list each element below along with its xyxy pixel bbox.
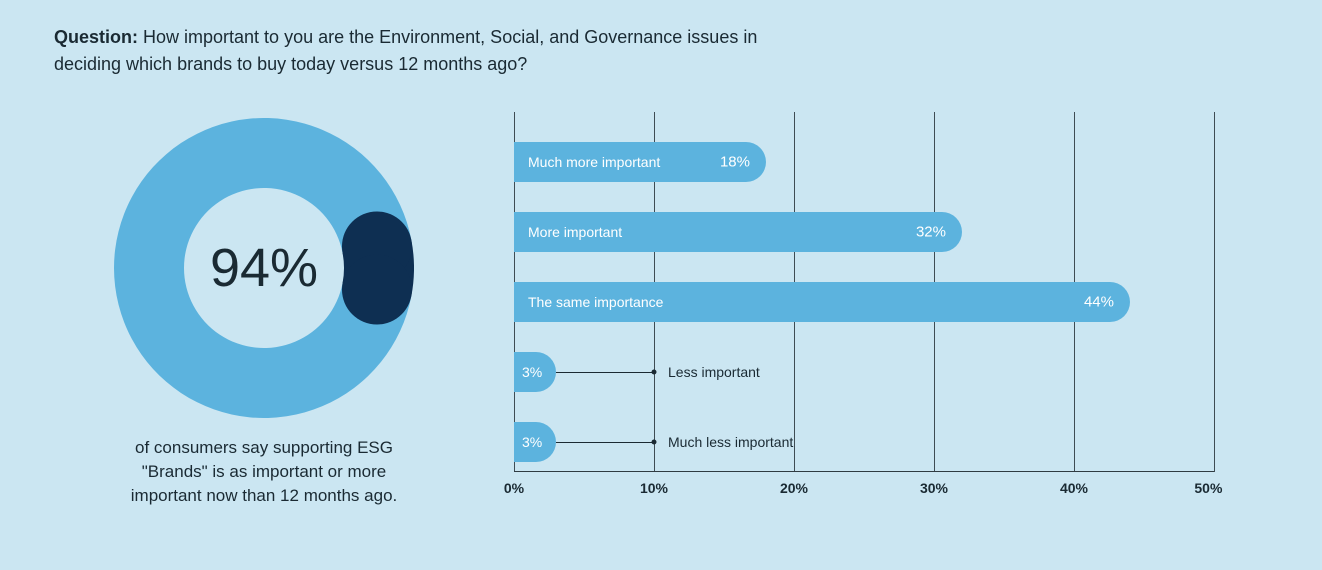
bar-row: 3% Less important	[514, 352, 1214, 392]
bar-value: 18%	[720, 154, 750, 171]
x-axis-tick-label: 10%	[640, 480, 668, 496]
bar-chart-panel: Much more important 18% More important 32% T…	[474, 118, 1268, 507]
question-label: Question:	[54, 27, 138, 47]
bar-label: Less important	[668, 364, 760, 380]
bar-row: 3% Much less important	[514, 422, 1214, 462]
bar-row: The same importance 44%	[514, 282, 1214, 322]
x-axis-tick-label: 40%	[1060, 480, 1088, 496]
bar: 3%	[514, 422, 556, 462]
grid-line	[1214, 112, 1215, 472]
bar-value: 44%	[1084, 294, 1114, 311]
bar-leader-dot	[652, 370, 657, 375]
bar-row: Much more important 18%	[514, 142, 1214, 182]
bar: The same importance 44%	[514, 282, 1130, 322]
bar-label: The same importance	[528, 294, 663, 310]
bars-container: Much more important 18% More important 32% T…	[514, 142, 1214, 492]
bar-leader-line	[556, 372, 654, 373]
donut-panel: 94% of consumers say supporting ESG "Bra…	[54, 118, 474, 507]
x-axis-tick-label: 0%	[504, 480, 524, 496]
bar-value: 3%	[522, 434, 542, 450]
bar-label: More important	[528, 224, 622, 240]
donut-chart: 94%	[114, 118, 414, 418]
bar-label: Much less important	[668, 434, 793, 450]
bar-row: More important 32%	[514, 212, 1214, 252]
x-axis-tick-label: 30%	[920, 480, 948, 496]
bar-leader-line	[556, 442, 654, 443]
bar: 3%	[514, 352, 556, 392]
bar: Much more important 18%	[514, 142, 766, 182]
question-body: How important to you are the Environment…	[54, 27, 757, 74]
bar-value: 3%	[522, 364, 542, 380]
bar: More important 32%	[514, 212, 962, 252]
bar-value: 32%	[916, 224, 946, 241]
bar-label: Much more important	[528, 154, 660, 170]
question-text: Question: How important to you are the E…	[54, 24, 774, 78]
bar-chart: Much more important 18% More important 32% T…	[514, 112, 1214, 492]
bar-leader-dot	[652, 440, 657, 445]
x-axis-tick-label: 20%	[780, 480, 808, 496]
donut-caption: of consumers say supporting ESG "Brands"…	[104, 436, 424, 507]
x-axis-tick-label: 50%	[1194, 480, 1222, 496]
donut-center-value: 94%	[210, 237, 318, 299]
